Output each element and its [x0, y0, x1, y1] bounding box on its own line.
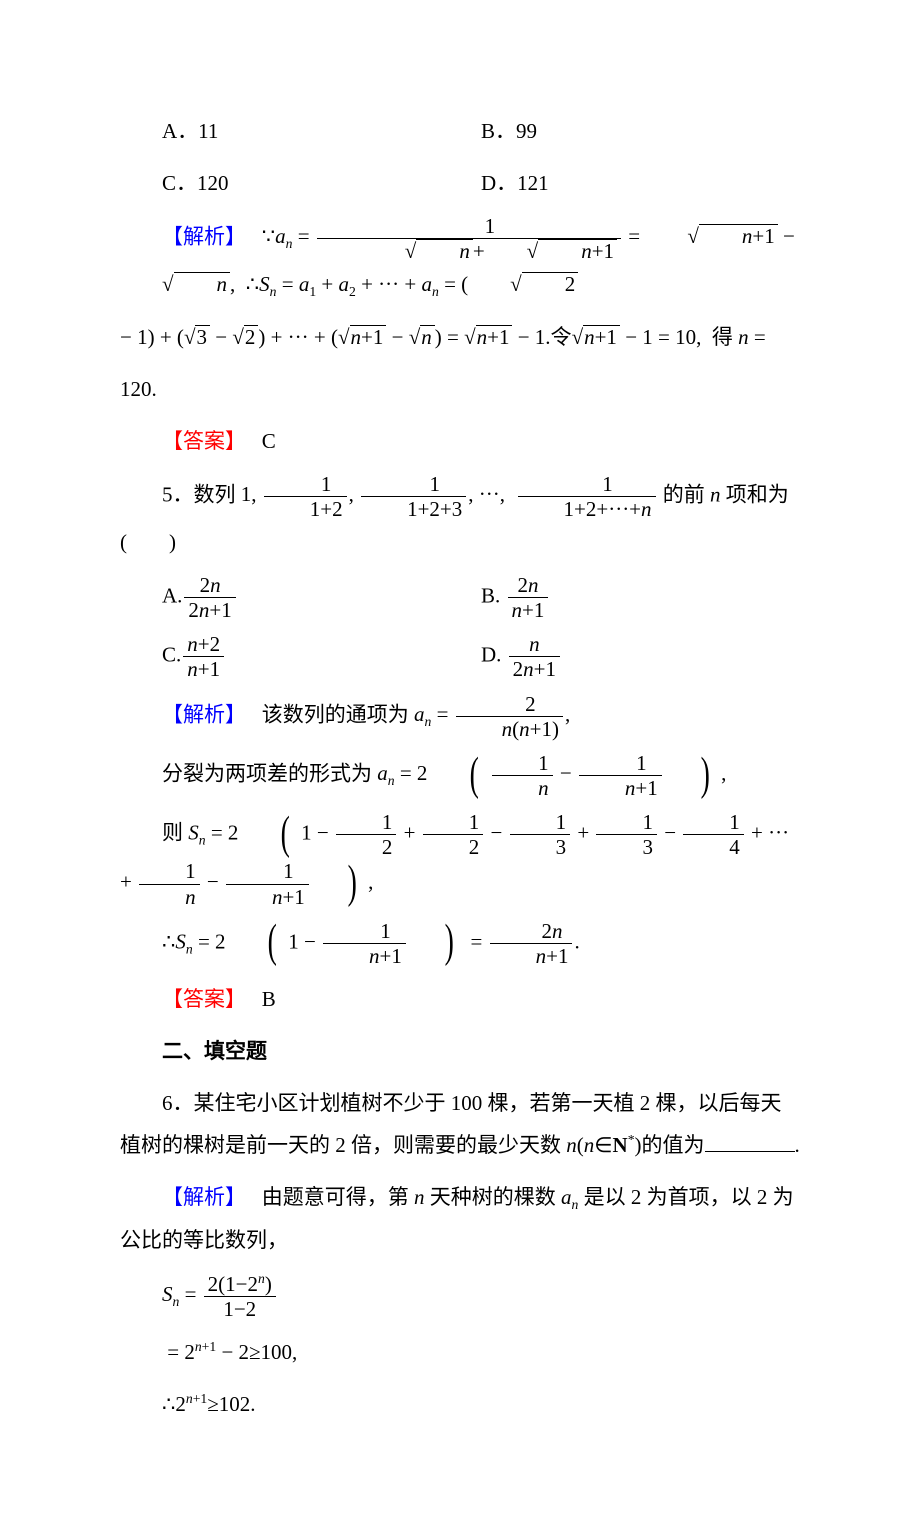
q5-stem-tail: 的前 — [663, 482, 710, 506]
q4-option-a: A．11 — [162, 110, 481, 152]
jiexi-label-2: 【解析】 — [162, 702, 246, 726]
q4-solution: 【解析】 ∵an = 1n+n+1 = n+1 − n, ∴Sn = a1 + … — [120, 214, 800, 306]
q4-option-c: C．120 — [162, 162, 481, 204]
q4-solution-cont: − 1) + (3 − 2) + ··· + (n+1 − n) = n+1 −… — [120, 316, 800, 358]
q5-option-a: A.2n2n+1 — [162, 573, 481, 622]
q5-options-row-2: C.n+2n+1 D. n2n+1 — [120, 632, 800, 681]
q6-solution-2: Sn = 2(1−2n)1−2 — [120, 1271, 800, 1321]
section-fill-header: 二、填空题 — [120, 1030, 800, 1072]
q5-solution-4: ∴Sn = 2 (1 − 1n+1) = 2nn+1. — [120, 919, 800, 968]
q6-blank — [705, 1130, 795, 1152]
jiexi-label: 【解析】 — [162, 224, 246, 248]
q6-stem-tail: 的值为 — [642, 1133, 705, 1157]
q6-solution-3: = 2n+1 − 2≥100, — [120, 1331, 800, 1373]
daan-label-2: 【答案】 — [162, 987, 246, 1011]
q4-answer-value: C — [262, 429, 276, 453]
q4-answer: 【答案】 C — [120, 420, 800, 462]
q5-answer-value: B — [262, 987, 276, 1011]
q4-option-b: B．99 — [481, 110, 800, 152]
q6-solution-1: 【解析】 由题意可得，第 n 天种树的棵数 an 是以 2 为首项，以 2 为公… — [120, 1176, 800, 1261]
q5-options-row-1: A.2n2n+1 B. 2nn+1 — [120, 573, 800, 622]
q4-options-row-1: A．11 B．99 — [120, 110, 800, 152]
q5-stem-lead: 5．数列 — [162, 482, 236, 506]
jiexi-label-3: 【解析】 — [162, 1185, 246, 1209]
q5-solution-1: 【解析】 该数列的通项为 an = 2n(n+1), — [120, 692, 800, 741]
q6-stem: 6．某住宅小区计划植树不少于 100 棵，若第一天植 2 棵，以后每天植树的棵树… — [120, 1082, 800, 1166]
q5-solution-3: 则 Sn = 2 (1 − 12 + 12 − 13 + 13 − 14 + ·… — [120, 810, 800, 909]
q5-option-c: C.n+2n+1 — [162, 632, 481, 681]
daan-label: 【答案】 — [162, 429, 246, 453]
q4-option-d: D．121 — [481, 162, 800, 204]
page: A．11 B．99 C．120 D．121 【解析】 ∵an = 1n+n+1 … — [0, 0, 920, 1515]
q6-solution-4: ∴2n+1≥102. — [120, 1383, 800, 1425]
q5-option-d: D. n2n+1 — [481, 632, 800, 681]
q5-stem: 5．数列 1, 11+2, 11+2+3, ···, 11+2+···+n 的前… — [120, 472, 800, 563]
q6-sol-mid: 天种树的棵数 — [425, 1185, 562, 1209]
q5-solution-2: 分裂为两项差的形式为 an = 2 (1n − 1n+1), — [120, 751, 800, 800]
q6-sol-lead: 由题意可得，第 — [262, 1185, 414, 1209]
q4-options-row-2: C．120 D．121 — [120, 162, 800, 204]
q4-solution-end: 120. — [120, 368, 800, 410]
q5-option-b: B. 2nn+1 — [481, 573, 800, 622]
q5-answer: 【答案】 B — [120, 978, 800, 1020]
